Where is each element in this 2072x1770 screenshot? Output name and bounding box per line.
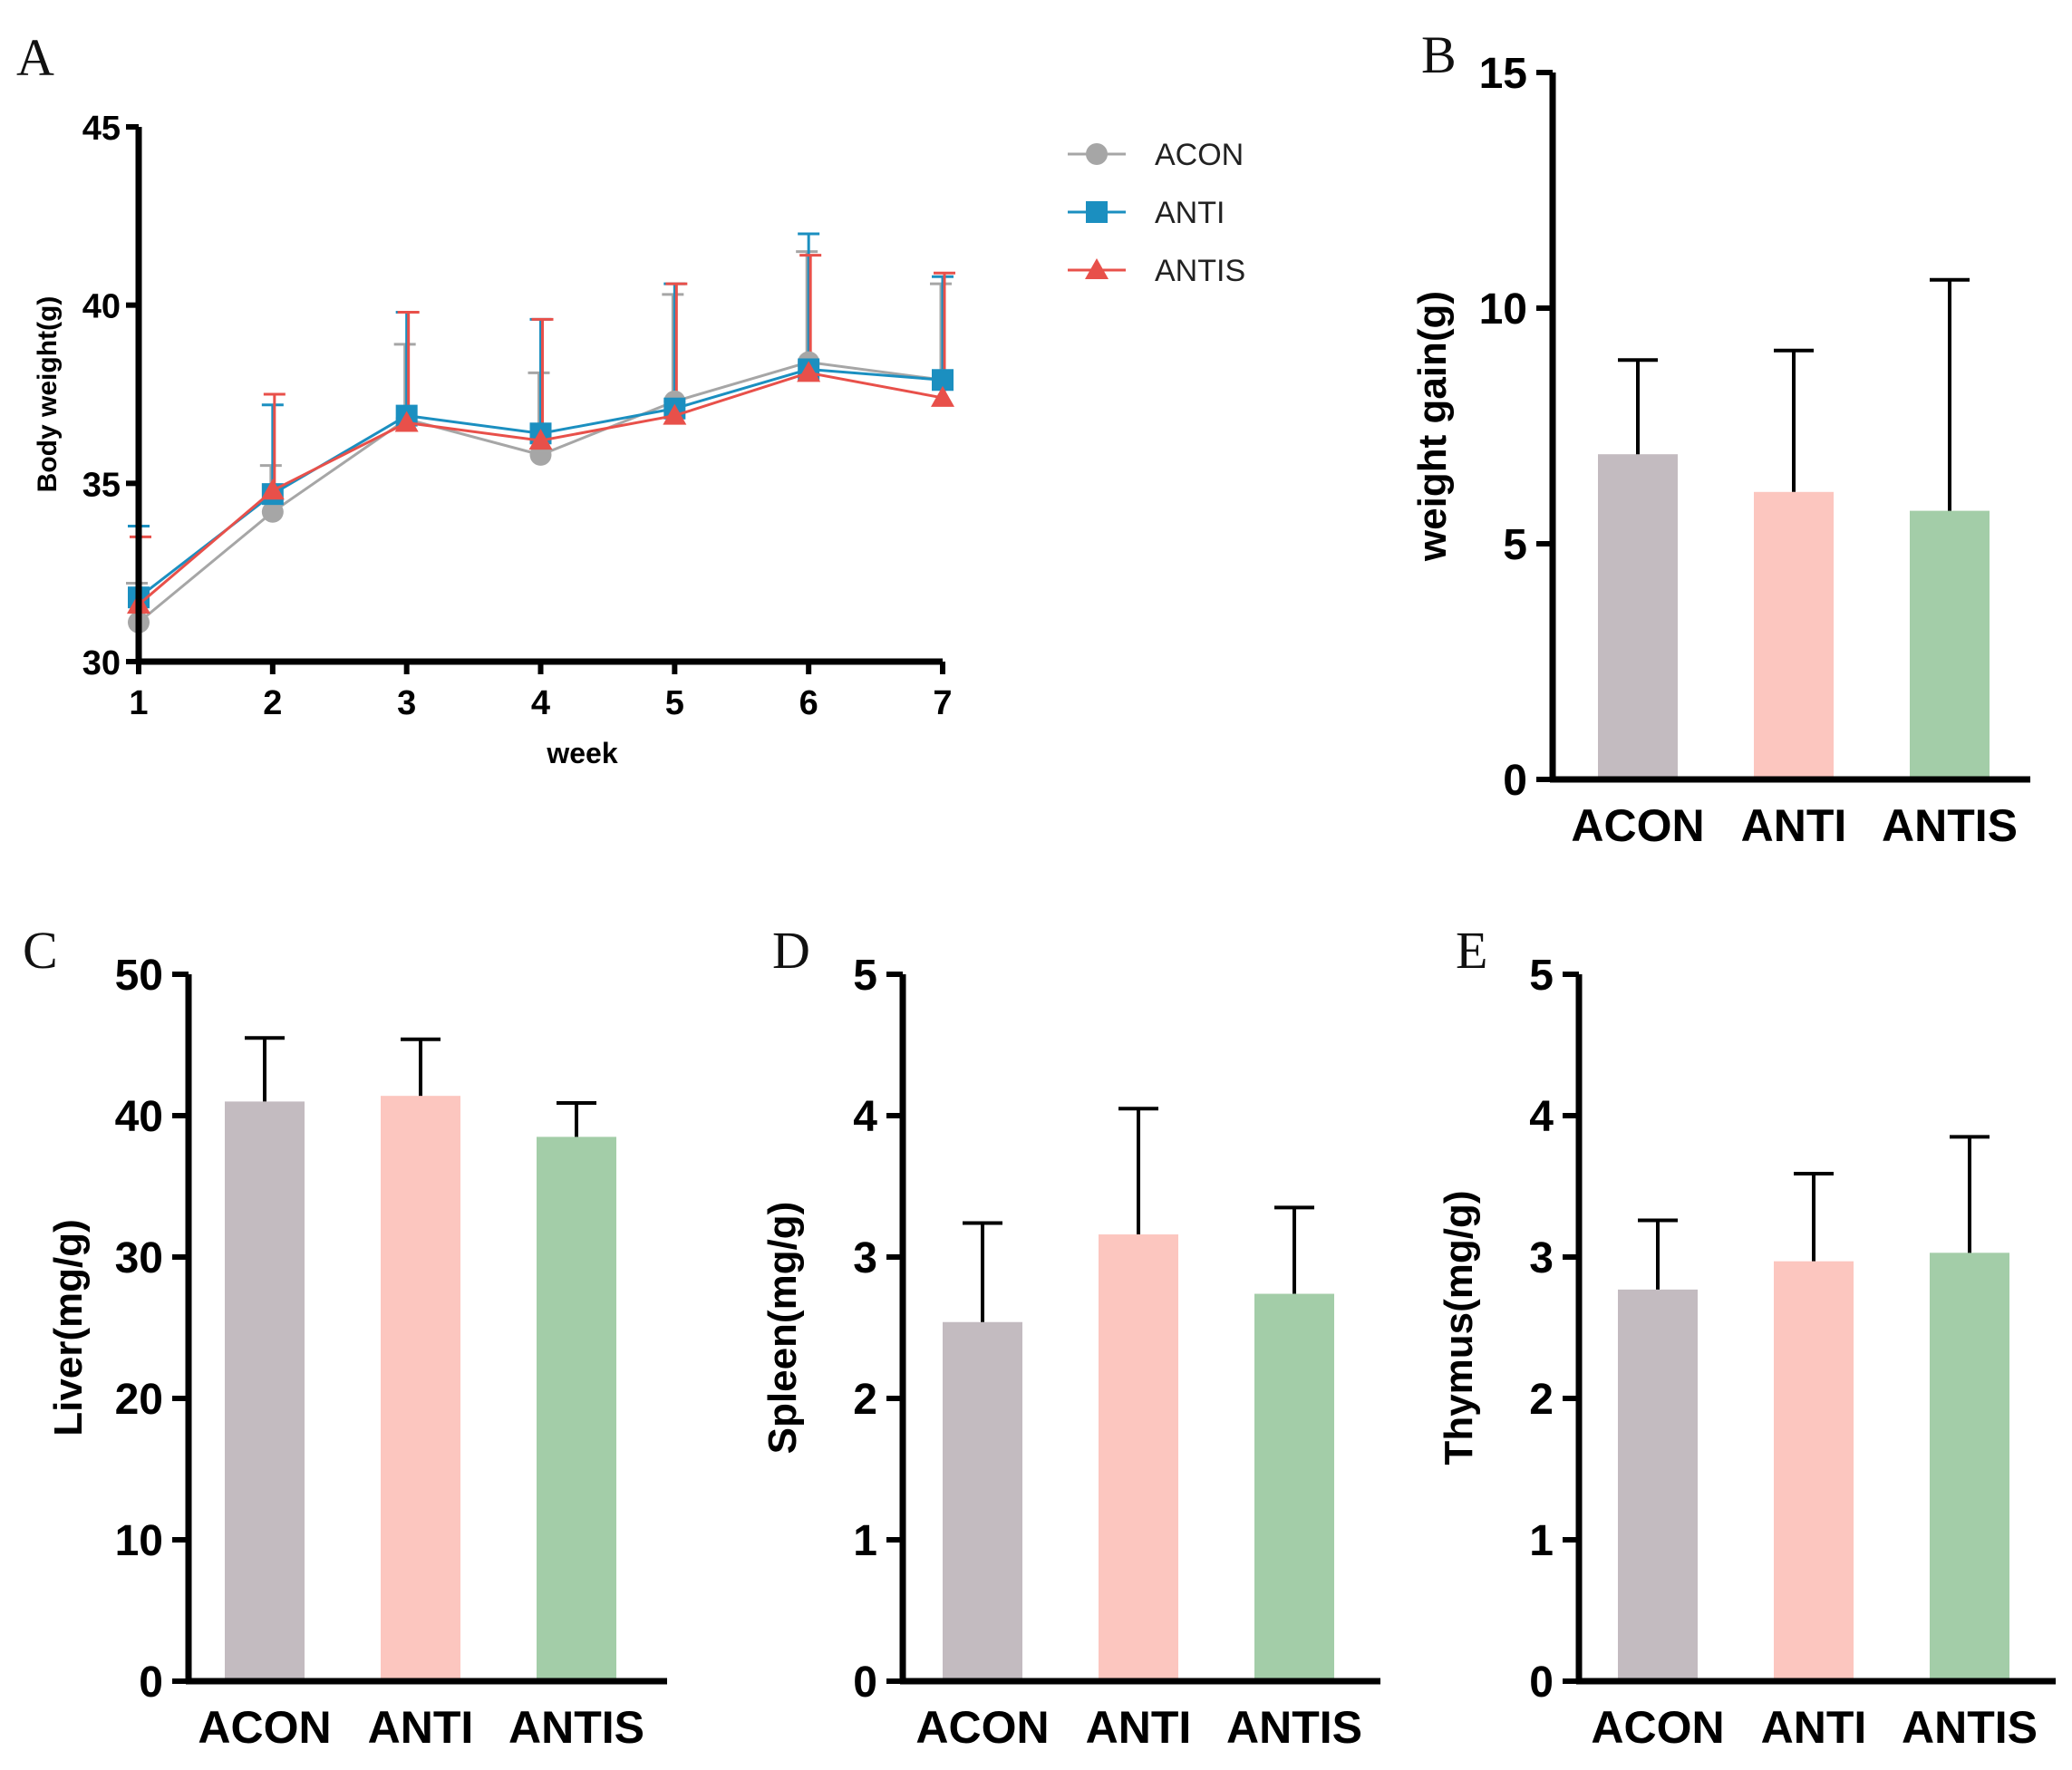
y-tick-label: 4 [853,1093,877,1141]
bar-anti [1754,491,1834,779]
legend-marker-anti [1086,201,1108,223]
x-tick-label: 4 [531,684,550,722]
y-tick-label: 3 [1529,1234,1554,1282]
legend-label-anti: ANTI [1155,196,1225,230]
panel-label: D [772,921,810,980]
y-tick-label: 0 [1503,757,1527,805]
x-tick-label: ANTIS [1226,1702,1362,1753]
x-tick-label: ANTI [1741,800,1847,851]
x-tick-label: ANTI [1761,1702,1867,1753]
legend-marker-acon [1086,143,1108,165]
x-tick-label: ACON [915,1702,1049,1753]
x-tick-label: 2 [263,684,282,722]
y-tick-label: 0 [139,1659,163,1707]
bar-anti [1774,1261,1854,1681]
y-tick-label: 30 [82,644,121,682]
bar-antis [1254,1293,1334,1681]
y-tick-label: 10 [1479,285,1527,334]
panel-c-bar-chart: C ACON ANTI ANTIS 0 10 20 30 40 50 Liver(mg/g) [23,921,667,1753]
y-axis-title: Thymus(mg/g) [1437,1190,1481,1465]
bar-acon [943,1321,1022,1681]
panel-label: C [23,921,58,980]
x-tick-label: 5 [665,684,684,722]
x-tick-label: ANTI [1086,1702,1192,1753]
y-tick-label: 3 [853,1234,877,1282]
y-tick-label: 45 [82,110,121,148]
x-tick-label: ACON [1571,800,1704,851]
point-antis [663,403,687,425]
panel-b-bar-chart: B ACON ANTI ANTIS 0 5 10 15 weight gain(g) [1410,25,2030,851]
x-tick-label: ACON [1591,1702,1724,1753]
point-antis [931,385,954,407]
y-tick-label: 5 [1503,521,1527,569]
y-tick-label: 2 [1529,1376,1554,1424]
legend-label-acon: ACON [1155,138,1244,172]
y-tick-label: 40 [115,1093,163,1141]
y-tick-label: 10 [115,1517,163,1565]
panel-e-bar-chart: E ACON ANTI ANTIS 0 1 2 3 4 5 Thymus(mg/g) [1437,921,2056,1753]
x-tick-label: ANTIS [1882,800,2018,851]
y-tick-label: 0 [1529,1659,1554,1707]
y-tick-label: 15 [1479,50,1527,98]
y-tick-label: 1 [1529,1517,1554,1565]
y-tick-label: 30 [115,1234,163,1282]
panel-label: A [16,28,54,87]
point-antis [394,411,419,432]
point-antis [528,429,553,450]
x-tick-label: ANTIS [508,1702,644,1753]
y-tick-label: 50 [115,952,163,1000]
x-tick-label: ANTIS [1902,1702,2038,1753]
y-tick-label: 40 [82,288,121,326]
y-axis-title: weight gain(g) [1410,291,1455,562]
y-tick-label: 2 [853,1376,877,1424]
panel-label: E [1456,921,1487,980]
y-tick-label: 35 [82,466,121,504]
bar-antis [1930,1253,2009,1681]
point-acon [261,500,284,523]
bar-anti [381,1096,460,1681]
legend: ACON ANTI ANTIS [1068,138,1245,288]
bar-acon [1598,454,1678,779]
y-tick-label: 5 [1529,952,1554,1000]
x-tick-label: 3 [397,684,416,722]
point-antis [797,361,821,382]
y-tick-label: 4 [1529,1093,1554,1141]
x-tick-label: 7 [933,684,952,722]
y-tick-label: 5 [853,952,877,1000]
y-axis-title: Liver(mg/g) [46,1219,91,1436]
bar-antis [537,1136,616,1681]
panel-label: B [1421,25,1457,84]
x-tick-label: ANTI [368,1702,474,1753]
y-axis-title: Body weight(g) [33,296,63,493]
bar-acon [1618,1289,1698,1681]
bar-anti [1099,1234,1178,1681]
panel-d-bar-chart: D ACON ANTI ANTIS 0 1 2 3 4 5 Spleen(mg/g) [760,921,1380,1753]
y-tick-label: 1 [853,1517,877,1565]
x-axis-title: week [546,737,617,769]
y-tick-label: 0 [853,1659,877,1707]
bar-antis [1910,510,1990,779]
legend-label-antis: ANTIS [1155,254,1245,288]
legend-marker-antis [1085,258,1109,279]
x-tick-label: ACON [198,1702,331,1753]
x-tick-label: 1 [129,684,148,722]
bar-acon [225,1101,305,1681]
y-axis-title: Spleen(mg/g) [760,1202,805,1455]
y-tick-label: 20 [115,1376,163,1424]
x-tick-label: 6 [799,684,818,722]
point-antis [260,479,285,500]
